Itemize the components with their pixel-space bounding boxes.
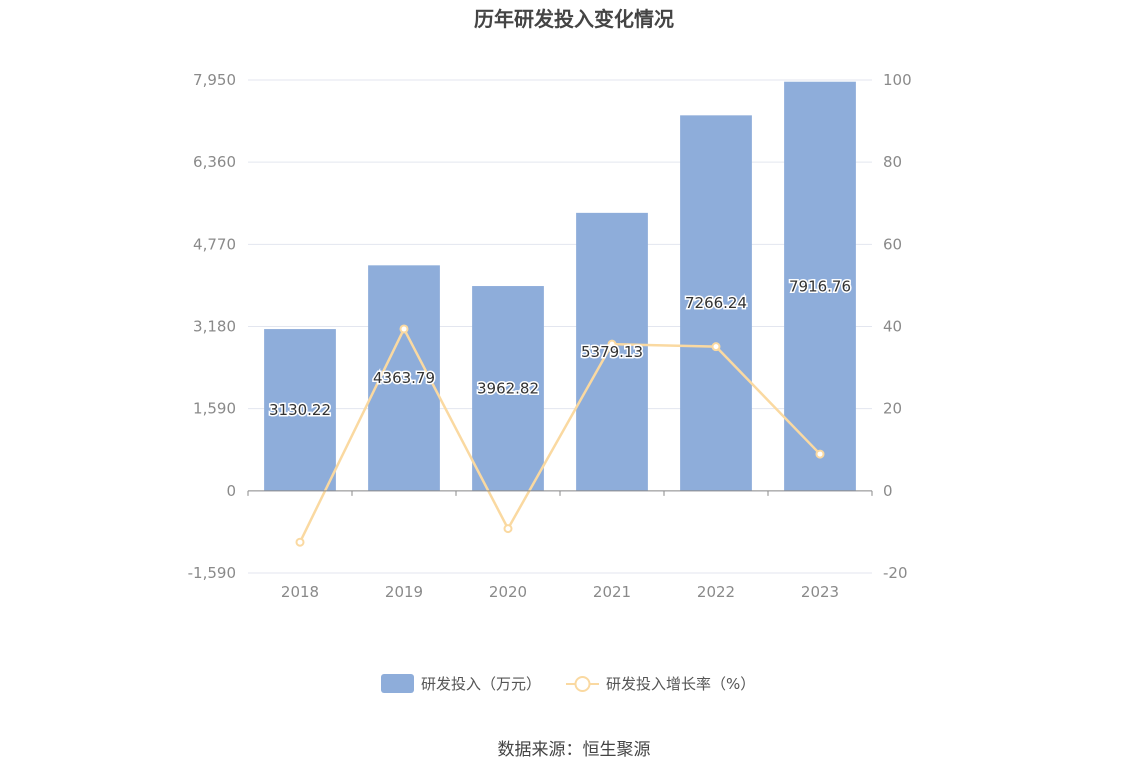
y-left-tick-label: 3,180 <box>193 318 236 336</box>
y-right-tick-label: 60 <box>883 235 902 253</box>
x-tick-label: 2021 <box>593 583 631 601</box>
bar-labels: 3130.22 4363.79 3962.82 5379.13 7266.24 7916.… <box>267 276 852 421</box>
line-series <box>295 324 825 547</box>
legend-line-marker <box>574 676 591 692</box>
y-right-tick-label: 40 <box>883 318 902 336</box>
bar-value-label: 3130.22 <box>269 401 331 419</box>
growth-point <box>607 339 617 349</box>
x-tick-label: 2023 <box>801 583 839 601</box>
legend-bar-swatch <box>381 674 414 693</box>
growth-point <box>295 537 305 547</box>
y-right-tick-label: 0 <box>883 482 893 500</box>
bar <box>680 115 752 491</box>
bar <box>576 212 648 491</box>
bar-value-label: 7266.24 <box>685 294 747 312</box>
bar <box>784 81 856 491</box>
y-left-tick-label: -1,590 <box>188 564 236 582</box>
y-right-tick-label: 80 <box>883 153 902 171</box>
x-tick-label: 2022 <box>697 583 735 601</box>
x-tick-label: 2019 <box>385 583 423 601</box>
y-left-tick-label: 4,770 <box>193 235 236 253</box>
bar <box>264 329 336 491</box>
growth-point <box>815 449 825 459</box>
legend-line-label: 研发投入增长率（%） <box>606 675 755 693</box>
bar-value-label: 5379.13 <box>581 343 643 361</box>
legend[interactable]: 研发投入（万元） 研发投入增长率（%） <box>381 674 755 693</box>
x-axis: 2018 2019 2020 2021 2022 2023 <box>247 490 873 601</box>
chart-title: 历年研发投入变化情况 <box>474 7 674 31</box>
y-left-tick-label: 7,950 <box>193 71 236 89</box>
x-tick-label: 2018 <box>281 583 319 601</box>
growth-line <box>298 327 821 543</box>
y-left-tick-label: 1,590 <box>193 400 236 418</box>
bar-value-label: 3962.82 <box>477 379 539 397</box>
source-note: 数据来源：恒生聚源 <box>498 740 651 760</box>
right-axis: 100 80 60 40 20 0 -20 <box>883 71 912 582</box>
x-tick-label: 2020 <box>489 583 527 601</box>
bar <box>472 286 544 491</box>
growth-point <box>399 324 409 334</box>
y-right-tick-label: 100 <box>883 71 912 89</box>
growth-point <box>503 524 513 534</box>
left-axis: 7,950 6,360 4,770 3,180 1,590 0 -1,590 <box>188 71 236 582</box>
bar-value-label: 4363.79 <box>373 369 435 387</box>
y-left-tick-label: 0 <box>226 482 236 500</box>
y-left-tick-label: 6,360 <box>193 153 236 171</box>
grid <box>248 79 872 574</box>
growth-point <box>711 342 721 352</box>
y-right-tick-label: -20 <box>883 564 908 582</box>
y-right-tick-label: 20 <box>883 400 902 418</box>
bar-value-label: 7916.76 <box>789 277 851 295</box>
legend-bar-label: 研发投入（万元） <box>421 675 541 693</box>
bar-series <box>264 81 856 491</box>
